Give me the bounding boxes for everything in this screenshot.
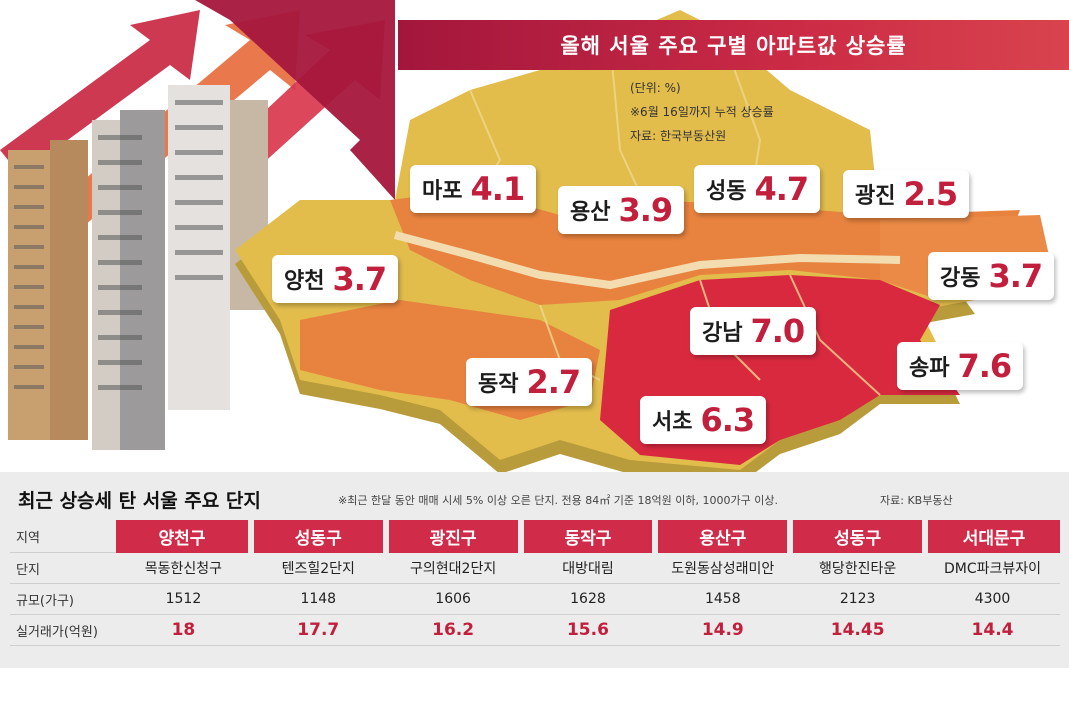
district-name: 양천 (284, 269, 325, 294)
district-label-gwangjin: 광진 2.5 (843, 170, 970, 218)
district-name: 송파 (909, 356, 950, 381)
table-row-complex: 단지 목동한신청구 텐즈힐2단지 구의현대2단지 대방대림 도원동삼성래미안 행… (10, 552, 1060, 584)
apartment-table: 지역 양천구 성동구 광진구 동작구 용산구 성동구 서대문구 단지 목동한신청… (10, 520, 1060, 646)
complex-cell: DMC파크뷰자이 (925, 552, 1060, 584)
table-row-price: 실거래가(억원) 18 17.7 16.2 15.6 14.9 14.45 14… (10, 614, 1060, 646)
size-cell: 1606 (385, 583, 521, 615)
district-label-yangcheon: 양천 3.7 (272, 255, 399, 303)
price-cell: 16.2 (385, 614, 521, 646)
size-cell: 2123 (790, 583, 926, 615)
district-name: 광진 (855, 184, 896, 209)
complex-cell: 대방대림 (520, 552, 656, 584)
price-cell: 15.6 (520, 614, 656, 646)
unit-note: (단위: %) (630, 81, 681, 95)
complex-cell: 텐즈힐2단지 (250, 552, 386, 584)
complex-cell: 도원동삼성래미안 (655, 552, 791, 584)
district-label-mapo: 마포 4.1 (410, 165, 537, 213)
district-name: 강남 (702, 321, 743, 346)
district-label-dongjak: 동작 2.7 (466, 358, 593, 406)
complex-cell: 행당한진타운 (790, 552, 926, 584)
district-value: 3.9 (618, 191, 673, 229)
size-cell: 1512 (116, 583, 251, 615)
table-row-size: 규모(가구) 1512 1148 1606 1628 1458 2123 430… (10, 583, 1060, 615)
district-value: 2.5 (903, 175, 958, 213)
complex-cell: 구의현대2단지 (385, 552, 521, 584)
period-note: ※6월 16일까지 누적 상승률 (630, 105, 774, 119)
district-name: 용산 (570, 200, 611, 225)
table-source: 자료: KB부동산 (880, 494, 953, 507)
table-row-region: 지역 양천구 성동구 광진구 동작구 용산구 성동구 서대문구 (10, 520, 1060, 553)
size-cell: 1458 (655, 583, 791, 615)
district-label-gangdong: 강동 3.7 (928, 252, 1055, 300)
map-notes: (단위: %) ※6월 16일까지 누적 상승률 자료: 한국부동산원 (630, 76, 774, 148)
table-section: 최근 상승세 탄 서울 주요 단지 ※최근 한달 동안 매매 시세 5% 이상 … (0, 472, 1069, 668)
map-section: 올해 서울 주요 구별 아파트값 상승률 (단위: %) ※6월 16일까지 누… (0, 0, 1069, 472)
region-cell: 성동구 (247, 520, 386, 553)
district-name: 강동 (940, 266, 981, 291)
region-cell: 동작구 (517, 520, 656, 553)
district-value: 7.0 (750, 312, 805, 350)
chart-title-banner: 올해 서울 주요 구별 아파트값 상승률 (398, 20, 1069, 70)
district-name: 마포 (422, 179, 463, 204)
price-cell: 18 (116, 614, 251, 646)
size-cell: 4300 (925, 583, 1060, 615)
row-label: 단지 (10, 552, 116, 584)
district-value: 6.3 (700, 401, 755, 439)
table-note: ※최근 한달 동안 매매 시세 5% 이상 오른 단지. 전용 84㎡ 기준 1… (338, 494, 778, 507)
district-value: 2.7 (526, 363, 581, 401)
region-cell: 양천구 (116, 520, 251, 553)
district-name: 성동 (706, 179, 747, 204)
size-cell: 1148 (250, 583, 386, 615)
district-value: 4.7 (754, 170, 809, 208)
district-value: 4.1 (470, 170, 525, 208)
price-cell: 17.7 (250, 614, 386, 646)
apartment-buildings-graphic (8, 85, 268, 450)
complex-cell: 목동한신청구 (116, 552, 251, 584)
source-note: 자료: 한국부동산원 (630, 129, 727, 143)
district-label-yongsan: 용산 3.9 (558, 186, 685, 234)
district-label-gangnam: 강남 7.0 (690, 307, 817, 355)
price-cell: 14.4 (925, 614, 1060, 646)
district-value: 3.7 (332, 260, 387, 298)
district-name: 동작 (478, 372, 519, 397)
region-cell: 용산구 (652, 520, 791, 553)
price-cell: 14.45 (790, 614, 926, 646)
row-label: 지역 (10, 520, 116, 553)
district-label-songpa: 송파 7.6 (897, 342, 1024, 390)
district-name: 서초 (652, 410, 693, 435)
row-label: 실거래가(억원) (10, 614, 116, 646)
district-value: 7.6 (957, 347, 1012, 385)
district-label-seocho: 서초 6.3 (640, 396, 767, 444)
district-label-seongdong: 성동 4.7 (694, 165, 821, 213)
price-cell: 14.9 (655, 614, 791, 646)
table-title: 최근 상승세 탄 서울 주요 단지 (18, 490, 261, 512)
district-value: 3.7 (988, 257, 1043, 295)
region-cell: 서대문구 (922, 520, 1060, 553)
size-cell: 1628 (520, 583, 656, 615)
region-cell: 광진구 (382, 520, 521, 553)
row-label: 규모(가구) (10, 583, 116, 615)
region-cell: 성동구 (787, 520, 926, 553)
